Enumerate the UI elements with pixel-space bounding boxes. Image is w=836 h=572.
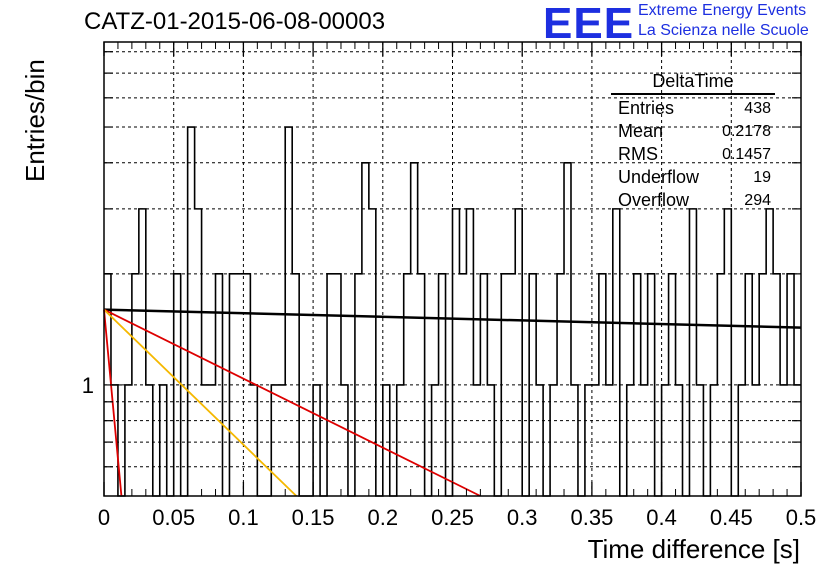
- x-tick-label: 0.3: [507, 505, 538, 530]
- x-tick-label: 0.5: [786, 505, 817, 530]
- stats-label: Overflow: [618, 190, 690, 210]
- eee-logo: EEE: [543, 0, 635, 48]
- stats-title: DeltaTime: [611, 70, 775, 95]
- y-tick-label: 1: [82, 373, 94, 398]
- x-tick-label: 0.15: [292, 505, 335, 530]
- stats-value: 294: [744, 192, 771, 209]
- x-tick-label: 0.45: [710, 505, 753, 530]
- fit-line-red: [103, 308, 481, 497]
- x-tick-label: 0.2: [368, 505, 399, 530]
- x-tick-label: 0.4: [646, 505, 677, 530]
- stats-row-mean: Mean 0.2178: [611, 120, 775, 143]
- stats-label: Mean: [618, 121, 664, 141]
- x-tick-label: 0.05: [152, 505, 195, 530]
- fit-lines: [103, 308, 802, 497]
- ticks: 0 0.05 0.1 0.15 0.2 0.25 0.3 0.35 0.4 0.45 0.5 1: [82, 42, 817, 530]
- x-tick-label: 0: [98, 505, 110, 530]
- stats-value: 0.1457: [722, 146, 771, 163]
- stats-label: RMS: [618, 144, 658, 164]
- chart-title: CATZ-01-2015-06-08-00003: [84, 8, 386, 35]
- fit-line-steep: [103, 309, 123, 497]
- stats-row-entries: Entries 438: [611, 97, 775, 120]
- stats-label: Underflow: [618, 167, 700, 187]
- stats-label: Entries: [618, 98, 675, 118]
- logo-line-1: Extreme Energy Events: [638, 2, 807, 19]
- fit-line-black: [103, 308, 802, 329]
- histogram-outline: [104, 126, 801, 497]
- x-tick-label: 0.1: [228, 505, 259, 530]
- histogram-series: [104, 126, 801, 497]
- stats-row-underflow: Underflow 19: [611, 166, 775, 189]
- stats-box: DeltaTime Entries 438 Mean 0.2178 RMS 0.…: [611, 70, 775, 212]
- fit-line-yellow: [103, 308, 297, 497]
- y-axis-label: Entries/bin: [20, 59, 50, 182]
- stats-row-overflow: Overflow 294: [611, 189, 775, 212]
- stats-value: 438: [744, 100, 771, 117]
- stats-value: 0.2178: [722, 123, 771, 140]
- stats-value: 19: [753, 169, 771, 186]
- stats-row-rms: RMS 0.1457: [611, 143, 775, 166]
- logo-line-2: La Scienza nelle Scuole: [638, 22, 809, 39]
- x-axis-label: Time difference [s]: [587, 534, 800, 564]
- x-tick-label: 0.35: [570, 505, 613, 530]
- x-tick-label: 0.25: [431, 505, 474, 530]
